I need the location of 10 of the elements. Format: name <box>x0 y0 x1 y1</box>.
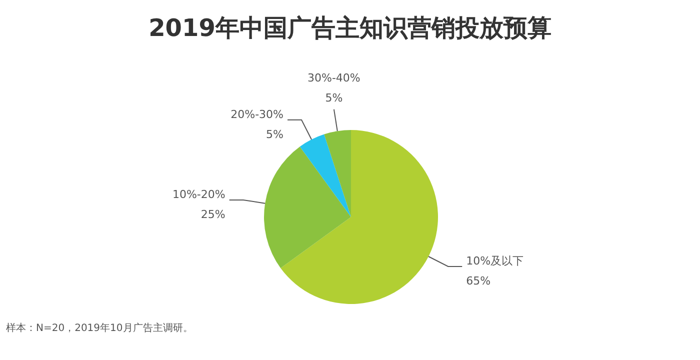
data-label: 25% <box>200 208 226 221</box>
data-label: 5% <box>266 128 284 141</box>
text: 样本：N=20，2019年10月广告主调研。 <box>6 322 193 334</box>
data-label: 5% <box>325 91 343 104</box>
slice-label: 10%及以下 <box>466 254 524 268</box>
slice-label: 10%-20% <box>172 188 226 201</box>
slice-label: 30%-40% <box>308 71 360 84</box>
data-label: 65% <box>466 274 491 288</box>
chart-title: 2019年中国广告主知识营销投放预算 <box>148 14 552 42</box>
slice-label: 20%-30% <box>230 108 284 121</box>
